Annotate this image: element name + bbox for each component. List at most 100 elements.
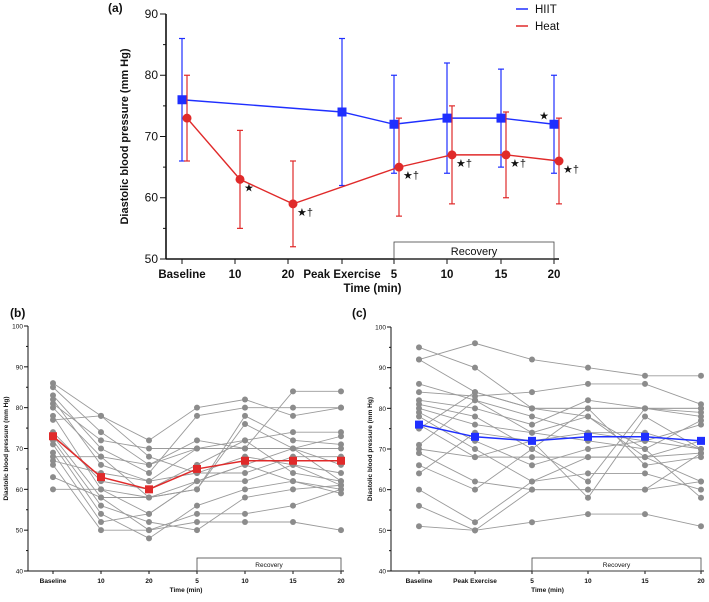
individual-point: [698, 372, 704, 379]
data-point-heat: [288, 199, 298, 209]
y-axis-label: Diastolic blood pressure (mm Hg): [119, 48, 131, 224]
individual-point: [146, 478, 152, 485]
individual-point: [416, 502, 422, 509]
individual-point: [585, 494, 591, 501]
individual-point: [98, 486, 104, 493]
individual-point: [290, 478, 296, 485]
data-point-hiit: [337, 107, 347, 117]
individual-point: [698, 421, 704, 428]
mean-line: [418, 423, 702, 442]
x-tick-label: 20: [697, 578, 705, 585]
individual-line: [418, 407, 702, 491]
individual-point: [98, 519, 104, 525]
individual-point: [242, 421, 248, 427]
recovery-bracket: [531, 557, 702, 572]
individual-point: [146, 461, 152, 468]
individual-point: [50, 441, 56, 448]
individual-point: [642, 486, 648, 493]
x-tick-label: 5: [530, 578, 534, 585]
individual-point: [416, 413, 422, 420]
individual-point: [585, 511, 591, 518]
individual-point: [529, 421, 535, 428]
individual-point: [194, 478, 200, 485]
individual-point: [98, 494, 104, 501]
individual-point: [242, 494, 248, 501]
individual-point: [194, 510, 200, 517]
individual-point: [290, 404, 296, 411]
individual-point: [50, 486, 56, 493]
individual-point: [642, 413, 648, 420]
individual-point: [472, 397, 478, 404]
individual-point: [146, 519, 152, 525]
individual-line: [418, 399, 702, 499]
y-tick-label: 40: [379, 568, 387, 575]
individual-point: [642, 405, 648, 412]
individual-point: [529, 413, 535, 420]
x-tick-label: 10: [241, 578, 249, 585]
recovery-bracket: [393, 241, 555, 260]
individual-point: [698, 523, 704, 530]
y-tick-label: 90: [16, 364, 24, 371]
data-point-hiit: [496, 113, 506, 123]
y-tick-label: 60: [16, 487, 24, 494]
x-tick-label: 15: [641, 578, 649, 585]
individual-point: [472, 389, 478, 396]
individual-point: [472, 364, 478, 371]
individual-point: [338, 404, 344, 411]
individual-point: [194, 412, 200, 419]
y-tick-label: 60: [145, 191, 159, 205]
individual-point: [50, 461, 56, 468]
individual-point: [98, 445, 104, 452]
y-tick-label: 60: [379, 487, 387, 494]
data-point-hiit: [549, 119, 559, 129]
individual-point: [472, 421, 478, 428]
individual-point: [529, 429, 535, 436]
individual-point: [242, 437, 248, 444]
x-axis-label: Time (min): [344, 283, 402, 295]
y-tick-label: 100: [12, 323, 23, 330]
individual-point: [98, 429, 104, 436]
individual-point: [290, 445, 296, 452]
data-point-heat: [182, 113, 192, 123]
individual-point: [338, 490, 344, 497]
individual-point: [416, 462, 422, 469]
individual-point: [194, 404, 200, 411]
mean-point: [145, 485, 153, 494]
individual-point: [242, 486, 248, 493]
data-point-heat: [394, 162, 404, 172]
individual-point: [242, 519, 248, 525]
x-axis-label: Time (min): [170, 587, 203, 594]
y-tick-label: 90: [145, 7, 159, 21]
individual-point: [146, 453, 152, 460]
individual-line: [418, 383, 702, 405]
individual-point: [242, 478, 248, 485]
recovery-label: Recovery: [451, 246, 498, 258]
individual-point: [529, 454, 535, 461]
recovery-bracket: [196, 557, 342, 572]
x-tick-label: 10: [584, 578, 592, 585]
data-point-hiit: [389, 119, 399, 129]
mean-point: [337, 456, 345, 465]
y-tick-label: 80: [145, 68, 159, 82]
individual-point: [585, 364, 591, 371]
individual-point: [98, 510, 104, 517]
individual-point: [585, 397, 591, 404]
individual-point: [642, 511, 648, 518]
individual-point: [472, 446, 478, 452]
individual-point: [472, 340, 478, 347]
data-point-hiit: [442, 113, 452, 123]
significance-annotation: ★: [244, 182, 254, 194]
x-tick-label: Peak Exercise: [453, 578, 497, 585]
mean-point: [241, 456, 249, 465]
individual-point: [416, 486, 422, 493]
y-tick-label: 70: [145, 129, 159, 143]
individual-point: [290, 470, 296, 476]
individual-point: [472, 478, 478, 485]
individual-point: [642, 380, 648, 387]
individual-point: [338, 445, 344, 452]
individual-point: [194, 527, 200, 534]
x-tick-label: Peak Exercise: [303, 269, 380, 281]
individual-point: [242, 470, 248, 476]
y-tick-label: 80: [16, 405, 24, 412]
